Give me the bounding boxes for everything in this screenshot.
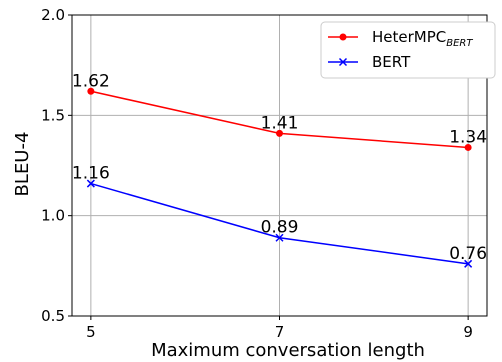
y-tick-label: 1.5 xyxy=(41,106,65,124)
y-axis-title: BLEU-4 xyxy=(12,132,33,197)
data-label-hetermpc: 1.41 xyxy=(261,113,299,133)
data-point-hetermpc xyxy=(276,129,283,137)
legend-label-bert: BERT xyxy=(372,53,411,71)
legend: HeterMPCBERT BERT xyxy=(320,21,496,79)
data-label-hetermpc: 1.34 xyxy=(449,127,487,147)
series-lines xyxy=(86,87,473,268)
x-tick-label: 5 xyxy=(86,323,96,341)
y-tick-label: 0.5 xyxy=(41,307,65,325)
data-label-bert: 0.89 xyxy=(261,218,299,238)
data-point-bert xyxy=(275,233,284,242)
data-labels: 1.62 1.41 1.34 1.16 0.89 0.76 xyxy=(72,71,487,264)
data-point-hetermpc xyxy=(464,143,472,151)
y-tick-label: 2.0 xyxy=(41,6,65,24)
x-axis-title: Maximum conversation length xyxy=(151,340,425,361)
legend-entry-bert: BERT xyxy=(328,53,411,71)
legend-label-hetermpc: HeterMPCBERT xyxy=(372,28,473,49)
legend-box xyxy=(320,21,496,79)
data-label-bert: 1.16 xyxy=(72,164,110,184)
legend-marker-hetermpc xyxy=(339,33,347,41)
y-tick-label: 1.0 xyxy=(41,207,65,225)
data-point-hetermpc xyxy=(87,87,95,95)
legend-entry-hetermpc: HeterMPCBERT xyxy=(328,28,473,49)
legend-marker-bert xyxy=(338,57,348,67)
data-label-bert: 0.76 xyxy=(449,244,487,264)
x-tick-label: 7 xyxy=(275,323,285,341)
data-label-hetermpc: 1.62 xyxy=(72,71,110,91)
x-tick-label: 9 xyxy=(463,323,473,341)
data-point-bert xyxy=(86,179,95,188)
data-point-bert xyxy=(464,259,473,268)
axis-ticks: 0.5 1.0 1.5 2.0 5 7 9 xyxy=(41,6,473,341)
